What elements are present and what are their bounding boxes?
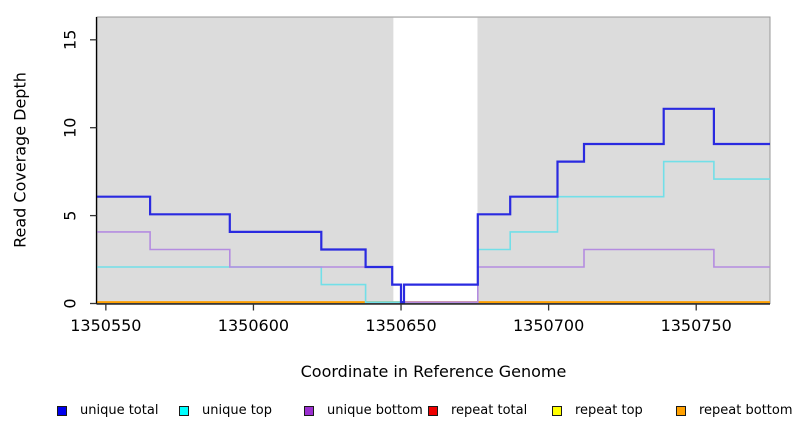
repeat-bottom-swatch-icon — [676, 406, 686, 416]
legend-label: unique total — [80, 403, 159, 418]
x-tick-label: 1350650 — [365, 316, 436, 335]
x-tick-label: 1350700 — [513, 316, 584, 335]
y-tick-label: 15 — [61, 30, 80, 50]
unique-bottom-swatch-icon — [304, 406, 314, 416]
unique-top-swatch-icon — [179, 406, 189, 416]
legend-item-unique-bottom: unique bottom — [304, 402, 423, 420]
repeat-top-swatch-icon — [552, 406, 562, 416]
legend-label: repeat bottom — [699, 403, 792, 418]
legend-item-unique-total: unique total — [57, 402, 158, 420]
plot-panel — [96, 16, 771, 304]
series-lines — [97, 107, 770, 304]
legend-item-repeat-bottom: repeat bottom — [676, 402, 792, 420]
legend-item-repeat-total: repeat total — [428, 402, 527, 420]
legend-item-repeat-top: repeat top — [552, 402, 643, 420]
legend-label: unique top — [202, 403, 273, 418]
repeat-total-swatch-icon — [428, 406, 438, 416]
series-unique-top — [97, 160, 770, 303]
y-tick-label: 0 — [61, 298, 80, 308]
x-tick-label: 1350550 — [70, 316, 141, 335]
x-tick-label: 1350600 — [218, 316, 289, 335]
unique-total-swatch-icon — [57, 406, 67, 416]
series-unique-total — [97, 107, 770, 304]
mask-region — [393, 17, 478, 304]
y-tick-label: 10 — [61, 118, 80, 138]
legend: unique total unique top unique bottom re… — [0, 402, 792, 422]
legend-label: repeat top — [575, 403, 643, 418]
legend-item-unique-top: unique top — [179, 402, 272, 420]
y-axis-title: Read Coverage Depth — [10, 72, 30, 248]
x-axis-title: Coordinate in Reference Genome — [300, 362, 567, 381]
legend-label: unique bottom — [327, 403, 423, 418]
tick-labels: 1350550 1350600 1350650 1350700 1350750 0 5 10 1… — [61, 30, 732, 335]
x-tick-label: 1350750 — [661, 316, 732, 335]
axes — [90, 17, 770, 311]
legend-label: repeat total — [451, 403, 528, 418]
y-tick-label: 5 — [61, 211, 80, 221]
